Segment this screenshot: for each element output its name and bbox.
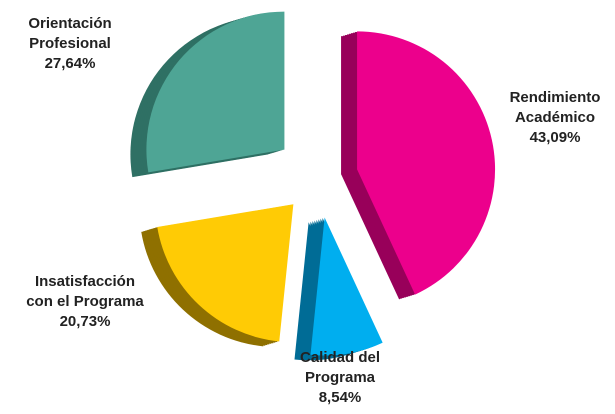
slice-label: Calidad del (300, 349, 380, 366)
slice-group (341, 31, 496, 300)
slice (310, 217, 383, 356)
slice-group (130, 11, 285, 178)
value-label: 20,73% (60, 313, 111, 330)
slice (146, 11, 285, 173)
slice-label: Orientación (28, 15, 111, 32)
value-label: 27,64% (45, 55, 96, 72)
slice-group (141, 204, 294, 347)
slice-label: Rendimiento (510, 89, 601, 106)
slice-label: Profesional (29, 35, 111, 52)
slice-label: con el Programa (26, 293, 144, 310)
value-label: 8,54% (319, 389, 362, 406)
slice-group (294, 217, 383, 361)
slice-label: Académico (515, 109, 595, 126)
value-label: 43,09% (530, 129, 581, 146)
slice-label: Insatisfacción (35, 273, 135, 290)
slice-label: Programa (305, 369, 376, 386)
slice (357, 31, 496, 295)
slice (157, 204, 294, 342)
